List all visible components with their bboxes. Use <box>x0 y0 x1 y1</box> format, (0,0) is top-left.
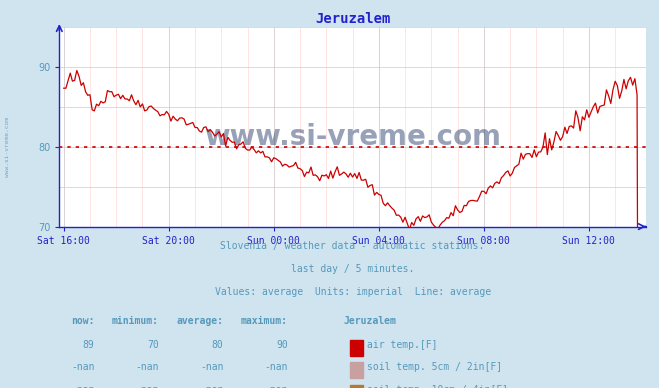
Text: -nan: -nan <box>136 385 159 388</box>
Text: www.si-vreme.com: www.si-vreme.com <box>5 118 11 177</box>
Bar <box>350 362 362 378</box>
Text: 90: 90 <box>276 340 288 350</box>
Text: average:: average: <box>177 317 223 326</box>
Text: -nan: -nan <box>71 385 94 388</box>
Text: Slovenia / weather data - automatic stations.: Slovenia / weather data - automatic stat… <box>220 241 485 251</box>
Title: Jeruzalem: Jeruzalem <box>315 12 390 26</box>
Text: soil temp. 5cm / 2in[F]: soil temp. 5cm / 2in[F] <box>367 362 502 372</box>
Text: -nan: -nan <box>71 362 94 372</box>
Text: -nan: -nan <box>264 385 288 388</box>
Text: -nan: -nan <box>136 362 159 372</box>
Bar <box>350 385 362 388</box>
Text: 80: 80 <box>212 340 223 350</box>
Text: www.si-vreme.com: www.si-vreme.com <box>204 123 501 151</box>
Text: 89: 89 <box>83 340 94 350</box>
Text: -nan: -nan <box>200 385 223 388</box>
Bar <box>350 340 362 355</box>
Text: Jeruzalem: Jeruzalem <box>344 317 397 326</box>
Text: 70: 70 <box>147 340 159 350</box>
Text: Values: average  Units: imperial  Line: average: Values: average Units: imperial Line: av… <box>214 288 491 298</box>
Text: -nan: -nan <box>200 362 223 372</box>
Text: -nan: -nan <box>264 362 288 372</box>
Text: air temp.[F]: air temp.[F] <box>367 340 438 350</box>
Text: maximum:: maximum: <box>241 317 288 326</box>
Text: now:: now: <box>71 317 94 326</box>
Text: last day / 5 minutes.: last day / 5 minutes. <box>291 264 415 274</box>
Text: minimum:: minimum: <box>112 317 159 326</box>
Text: soil temp. 10cm / 4in[F]: soil temp. 10cm / 4in[F] <box>367 385 508 388</box>
